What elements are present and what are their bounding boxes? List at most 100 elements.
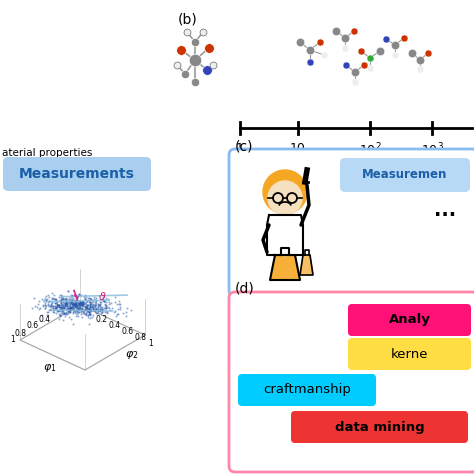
- Point: [66, 295, 74, 303]
- Point: [70, 303, 77, 311]
- Point: [67, 301, 74, 309]
- Point: [80, 300, 87, 307]
- Point: [60, 298, 67, 306]
- Point: [76, 300, 84, 307]
- Point: [45, 292, 52, 299]
- Point: [84, 294, 91, 302]
- Point: [86, 303, 93, 311]
- Point: [105, 298, 113, 306]
- FancyBboxPatch shape: [238, 374, 376, 406]
- Point: [72, 309, 80, 317]
- Point: [55, 303, 63, 310]
- Point: [89, 313, 96, 321]
- Point: [73, 313, 80, 320]
- Point: [78, 305, 86, 313]
- Point: [106, 306, 114, 314]
- Point: [91, 307, 99, 314]
- Point: [77, 306, 85, 314]
- FancyBboxPatch shape: [340, 158, 470, 192]
- Point: [48, 294, 56, 302]
- Point: [77, 300, 84, 308]
- Text: $10^3$: $10^3$: [420, 142, 444, 159]
- Point: [128, 306, 135, 314]
- Point: [56, 303, 64, 311]
- Point: [66, 299, 74, 306]
- Point: [114, 305, 121, 312]
- Point: [62, 301, 70, 308]
- Point: [81, 305, 88, 312]
- Text: $\varphi_1$: $\varphi_1$: [43, 362, 56, 374]
- Point: [64, 302, 72, 310]
- Point: [101, 301, 109, 308]
- Point: [42, 301, 49, 309]
- Point: [53, 302, 61, 310]
- Point: [86, 300, 94, 308]
- Point: [67, 304, 75, 312]
- Point: [65, 294, 73, 302]
- Point: [55, 315, 63, 322]
- Point: [81, 295, 89, 303]
- Point: [47, 301, 55, 309]
- Point: [67, 300, 74, 308]
- Point: [70, 297, 77, 304]
- Point: [111, 307, 118, 314]
- Point: [104, 296, 111, 303]
- Text: $10^2$: $10^2$: [359, 142, 381, 159]
- Point: [55, 301, 63, 309]
- Point: [52, 299, 59, 307]
- Point: [89, 299, 96, 306]
- Point: [112, 312, 119, 320]
- Point: [72, 301, 80, 309]
- Point: [83, 297, 91, 305]
- Point: [64, 288, 72, 295]
- Point: [85, 301, 92, 308]
- Point: [75, 299, 82, 307]
- Point: [83, 309, 91, 316]
- Point: [75, 290, 82, 297]
- Point: [78, 300, 86, 307]
- Point: [72, 300, 79, 308]
- Point: [64, 305, 72, 312]
- Point: [43, 302, 50, 310]
- Point: [60, 310, 68, 318]
- Point: [73, 294, 81, 301]
- Point: [81, 293, 88, 301]
- Point: [86, 303, 93, 310]
- Point: [103, 294, 110, 302]
- Point: [62, 300, 69, 308]
- Point: [91, 301, 99, 309]
- Point: [47, 301, 55, 308]
- Point: [88, 300, 95, 307]
- Point: [75, 303, 82, 310]
- Point: [55, 307, 62, 315]
- Point: [97, 305, 104, 312]
- Point: [42, 292, 49, 300]
- Point: [69, 302, 76, 310]
- Point: [86, 310, 93, 318]
- Point: [75, 301, 83, 309]
- Point: [80, 306, 87, 313]
- Point: [62, 300, 69, 308]
- Point: [58, 307, 66, 314]
- Point: [92, 296, 100, 304]
- Point: [85, 306, 93, 313]
- Point: [87, 300, 94, 308]
- Point: [102, 305, 110, 312]
- Point: [58, 310, 66, 317]
- Point: [58, 300, 65, 308]
- Point: [52, 304, 60, 311]
- Point: [73, 307, 81, 314]
- Point: [59, 304, 67, 311]
- Point: [83, 301, 91, 309]
- Point: [102, 303, 110, 311]
- Point: [68, 297, 76, 305]
- Point: [52, 303, 60, 311]
- Point: [70, 300, 77, 308]
- Point: [76, 297, 83, 305]
- Point: [62, 296, 70, 304]
- Point: [72, 302, 80, 310]
- Point: [42, 297, 50, 304]
- Point: [102, 298, 109, 305]
- Point: [62, 310, 70, 318]
- Point: [57, 305, 64, 313]
